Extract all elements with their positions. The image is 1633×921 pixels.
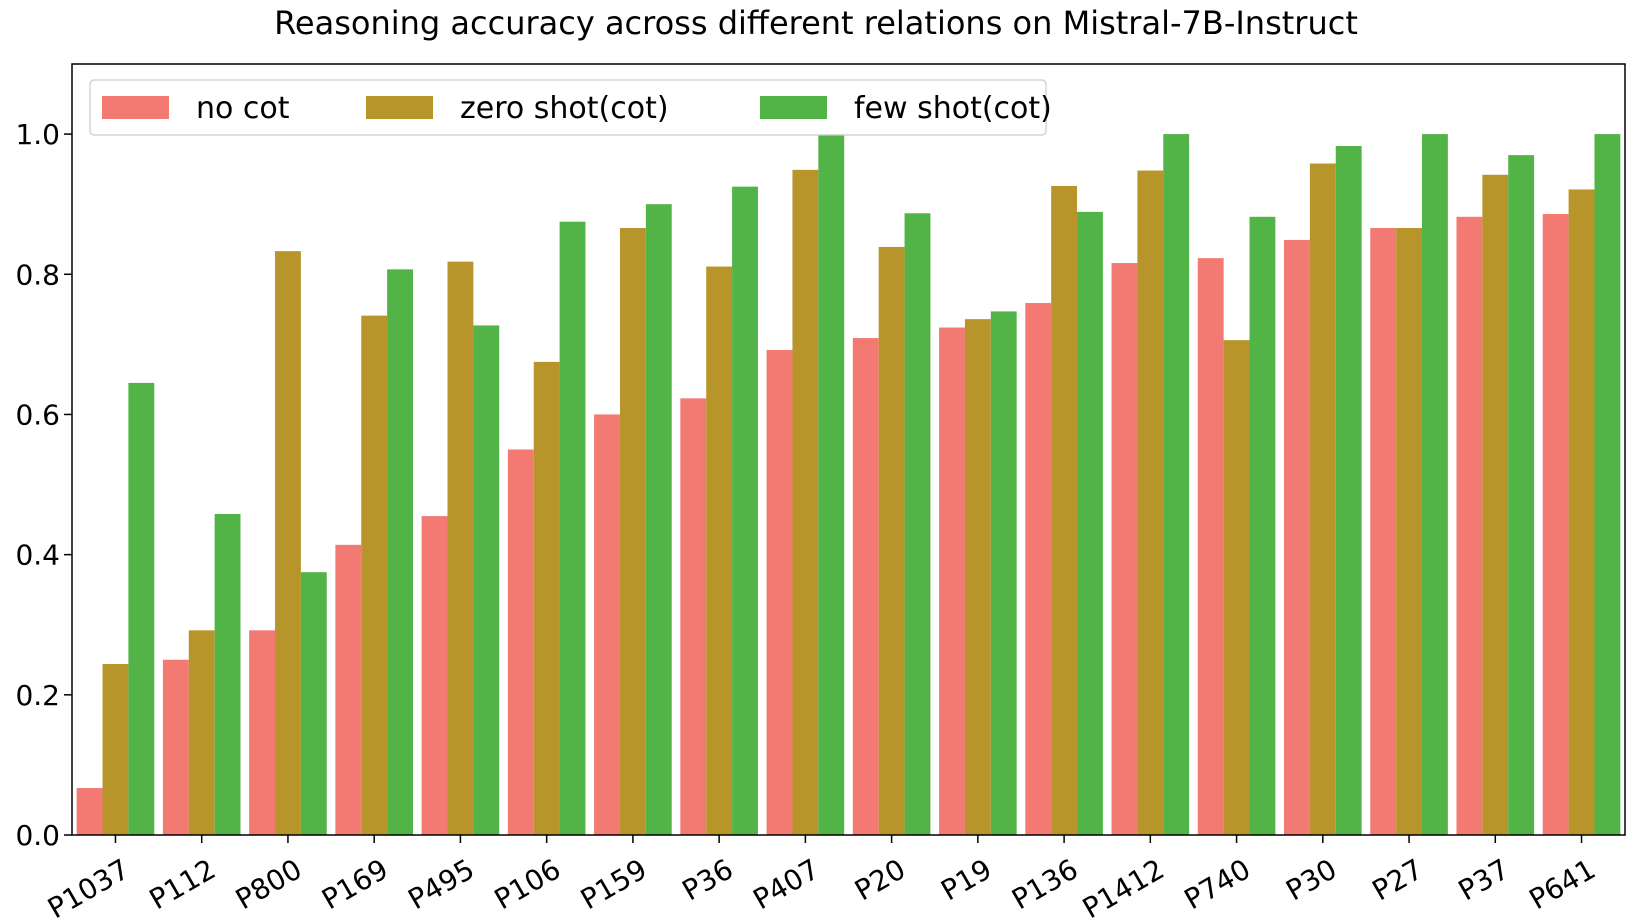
x-tick-label: P37 [1453,852,1515,907]
x-tick-label: P159 [575,852,652,916]
plot-frame [71,63,1626,836]
bar-zero-shot-cot--p495 [447,261,474,835]
bar-no-cot-p106 [507,449,534,835]
y-axis: 0.0 0.2 0.4 0.6 0.8 1.0 [15,118,72,852]
bar-no-cot-p159 [594,414,620,835]
x-axis: P1037 P112 P800 P169 P495 P106 P159 P36 P407 P20 P… [42,835,1601,921]
bar-zero-shot-cot--p36 [706,266,733,835]
x-tick-label: P30 [1280,852,1342,907]
bar-zero-shot-cot--p37 [1482,174,1509,836]
x-tick-label: P36 [677,852,739,907]
bar-few-shot-cot--p1412 [1163,134,1190,836]
bar-zero-shot-cot--p19 [964,319,991,835]
bar-zero-shot-cot--p1037 [102,663,129,835]
x-tick-label: P641 [1524,852,1601,916]
x-tick-label: P169 [316,852,393,916]
bar-few-shot-cot--p112 [214,513,241,835]
bar-zero-shot-cot--p106 [533,361,560,835]
legend-swatch [102,96,169,119]
bar-zero-shot-cot--p112 [188,630,215,835]
y-tick-label: 0.8 [15,258,60,291]
x-tick-label: P1037 [42,852,135,921]
chart-title: Reasoning accuracy across different rela… [274,4,1358,42]
y-tick-label: 0.6 [15,398,60,431]
bar-few-shot-cot--p19 [990,311,1017,835]
bar-few-shot-cot--p740 [1249,216,1276,836]
bar-few-shot-cot--p36 [732,186,758,835]
bar-zero-shot-cot--p740 [1223,340,1250,835]
bar-few-shot-cot--p495 [473,325,500,835]
legend-swatch [366,96,433,119]
bar-zero-shot-cot--p27 [1396,228,1422,835]
bar-no-cot-p19 [939,327,965,835]
bar-few-shot-cot--p136 [1077,211,1103,835]
bar-few-shot-cot--p27 [1421,134,1448,836]
x-tick-label: P800 [230,852,307,916]
x-tick-label: P495 [403,852,480,916]
bar-no-cot-p37 [1456,216,1483,836]
bar-zero-shot-cot--p20 [878,246,905,835]
x-tick-label: P407 [747,852,824,916]
bar-few-shot-cot--p1037 [128,382,155,835]
bar-few-shot-cot--p169 [387,269,413,835]
y-tick-label: 1.0 [15,118,60,151]
legend-box [89,79,1047,136]
bar-zero-shot-cot--p159 [619,228,646,835]
bar-no-cot-p407 [766,349,793,835]
legend-label: zero shot(cot) [460,91,669,126]
legend-swatch [760,96,827,119]
bar-no-cot-p1037 [76,788,103,835]
legend-label: few shot(cot) [854,91,1052,126]
bar-no-cot-p800 [249,630,276,835]
bar-few-shot-cot--p20 [904,213,931,836]
bar-no-cot-p27 [1370,228,1397,835]
bar-zero-shot-cot--p641 [1568,189,1595,835]
bar-no-cot-p641 [1542,213,1569,836]
bar-no-cot-p740 [1197,258,1224,835]
x-tick-label: P112 [144,852,221,916]
bar-no-cot-p495 [421,516,448,835]
legend-label: no cot [196,91,290,126]
bar-few-shot-cot--p159 [645,204,672,835]
y-tick-label: 0.2 [15,679,60,712]
x-tick-label: P136 [1006,852,1083,916]
bar-zero-shot-cot--p30 [1309,163,1336,835]
bar-zero-shot-cot--p800 [275,251,301,835]
x-tick-label: P19 [935,852,997,907]
bar-no-cot-p30 [1284,239,1310,835]
bar-few-shot-cot--p106 [559,221,586,835]
y-tick-label: 0.0 [15,819,60,852]
bar-no-cot-p136 [1025,303,1052,835]
bar-few-shot-cot--p641 [1594,134,1621,836]
x-tick-label: P1412 [1077,852,1170,921]
legend: no cot zero shot(cot) few shot(cot) [89,79,1052,136]
bar-no-cot-p1412 [1111,263,1138,835]
x-tick-label: P106 [489,852,566,916]
bar-few-shot-cot--p30 [1335,146,1362,835]
x-tick-label: P20 [849,852,911,907]
bar-zero-shot-cot--p407 [792,169,819,836]
bar-no-cot-p169 [335,544,362,835]
bar-zero-shot-cot--p169 [361,315,388,835]
bars-group [76,134,1621,836]
bar-no-cot-p112 [162,659,189,835]
bar-few-shot-cot--p407 [818,134,845,836]
bar-no-cot-p36 [680,398,707,835]
bar-zero-shot-cot--p1412 [1137,170,1164,836]
y-tick-label: 0.4 [15,539,60,572]
x-tick-label: P740 [1179,852,1256,916]
bar-no-cot-p20 [852,338,879,835]
x-tick-label: P27 [1367,852,1429,907]
bar-few-shot-cot--p800 [300,572,327,835]
bar-few-shot-cot--p37 [1508,155,1535,835]
bar-zero-shot-cot--p136 [1051,185,1078,835]
